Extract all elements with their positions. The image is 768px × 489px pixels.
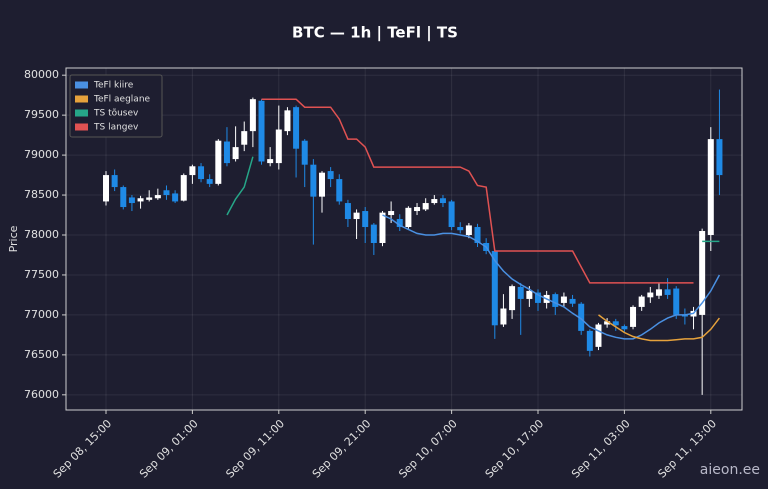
candle-body [560,296,567,303]
candle-body [422,203,429,210]
legend-label: TeFl aeglane [93,95,151,105]
candle-body [137,198,144,202]
watermark: aieon.ee [700,462,760,478]
y-tick-label: 78500 [24,188,59,201]
y-tick-label: 78000 [24,228,59,241]
candle-body [431,199,438,204]
candle-body [448,201,455,228]
candle-body [327,171,334,180]
candle-body [474,227,481,243]
legend-swatch [75,123,88,131]
y-tick-label: 79500 [24,108,59,121]
candle-body [716,139,723,176]
candle-body [301,140,308,165]
candle-body [258,100,265,162]
legend-box [69,74,163,138]
candle-body [111,175,118,188]
candle-body [621,326,628,330]
candle-body [405,207,412,228]
candle-body [344,203,351,220]
legend-label: TeFl kiire [93,81,134,91]
line-series [598,314,720,342]
line-series [382,214,721,340]
candle-body [284,110,291,132]
candle-body [517,286,524,299]
candle-body [595,324,602,347]
y-tick-label: 79000 [24,148,59,161]
candle-body [414,207,421,212]
candle-body [370,224,377,243]
candle-body [396,219,403,228]
candle-body [673,288,680,315]
candle-body [664,289,671,295]
candle-body [647,292,654,298]
legend-label: TS langev [93,123,139,133]
candle-body [180,175,187,201]
candle-body [353,212,360,220]
candle-body [681,314,688,317]
legend-swatch [75,81,88,89]
candle-body [439,198,446,204]
candle-body [630,306,637,327]
candle-body [275,129,282,164]
candle-body [163,190,170,196]
y-tick-label: 77500 [24,268,59,281]
legend-swatch [75,109,88,117]
candle-body [267,159,274,164]
candle-body [189,166,196,176]
candle-body [638,296,645,307]
line-series [261,98,694,284]
candle-body [232,147,239,160]
candle-body [293,107,300,149]
candle-body [552,294,559,307]
candle-body [655,289,662,296]
candle-body [154,195,161,199]
candle-body [198,166,205,180]
chart-title: BTC — 1h | TeFl | TS [292,24,458,43]
candle-body [310,164,317,197]
y-tick-label: 80000 [24,68,59,81]
candle-body [578,303,585,331]
legend-swatch [75,95,88,103]
candle-body [457,227,464,231]
candle-body [223,141,230,164]
candle-body [509,286,516,311]
candle-body [120,187,127,208]
candle-body [103,175,109,202]
candle-body [249,99,256,132]
candle-body [388,211,395,216]
candle-body [526,290,533,299]
y-tick-label: 77000 [24,308,59,321]
candle-body [604,321,611,325]
candle-body [379,212,386,243]
candle-body [586,330,593,351]
candle-body [172,193,179,202]
y-tick-label: 76500 [24,348,59,361]
candle-body [362,211,369,228]
candle-body [612,321,619,326]
candle-body [500,308,507,325]
candle-body [336,179,343,202]
candle-body [707,139,714,236]
y-axis-label: Price [7,225,20,252]
candle-body [128,197,135,204]
candle-body [206,179,213,184]
plot-frame [65,67,743,411]
candle-body [535,292,541,303]
candle-body [319,172,325,197]
candle-body [465,225,472,236]
candle-body [241,131,248,145]
legend-label: TS tõusev [93,109,139,119]
candle-body [569,298,576,304]
candle-body [215,140,222,184]
line-series [226,156,720,243]
candle-body [699,231,706,315]
y-tick-label: 76000 [24,388,59,401]
candle-body [491,250,498,326]
candle-body [146,197,153,200]
